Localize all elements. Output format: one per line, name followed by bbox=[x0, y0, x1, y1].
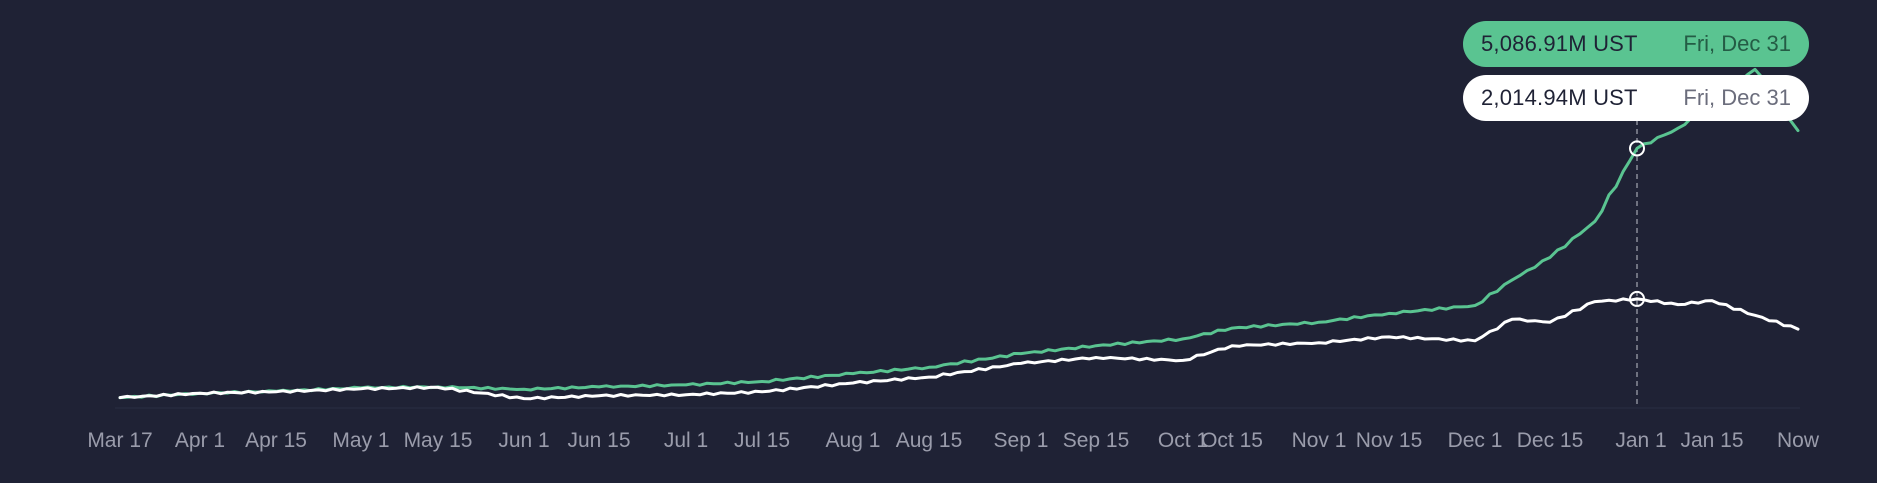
x-tick-label: Jan 15 bbox=[1680, 429, 1743, 452]
highlight-marker-green bbox=[1629, 140, 1645, 157]
tooltip-green-date: Fri, Dec 31 bbox=[1683, 31, 1791, 56]
x-tick-label: Aug 1 bbox=[826, 429, 881, 452]
x-tick-label: Jun 15 bbox=[567, 429, 630, 452]
x-tick-label: Apr 15 bbox=[245, 429, 307, 452]
x-tick-label: Jun 1 bbox=[498, 429, 549, 452]
x-tick-label: Jul 15 bbox=[734, 429, 790, 452]
x-tick-label: Jul 1 bbox=[664, 429, 708, 452]
tooltip-white-series: 2,014.94M UST Fri, Dec 31 bbox=[1463, 75, 1809, 121]
x-tick-label: Apr 1 bbox=[175, 429, 225, 452]
x-tick-label: Nov 15 bbox=[1356, 429, 1423, 452]
x-tick-label: Dec 15 bbox=[1517, 429, 1584, 452]
x-tick-label: Mar 17 bbox=[87, 429, 152, 452]
x-tick-label: Now bbox=[1777, 429, 1820, 452]
x-tick-label: Jan 1 bbox=[1615, 429, 1666, 452]
tooltip-green-series: 5,086.91M UST Fri, Dec 31 bbox=[1463, 21, 1809, 67]
x-tick-label: Sep 1 bbox=[994, 429, 1049, 452]
highlight-marker-white bbox=[1629, 290, 1645, 307]
x-tick-label: Aug 15 bbox=[896, 429, 963, 452]
x-tick-label: Oct 1 bbox=[1158, 429, 1208, 452]
x-tick-label: Sep 15 bbox=[1063, 429, 1130, 452]
series-line-white bbox=[118, 297, 1800, 401]
x-tick-label: Oct 15 bbox=[1201, 429, 1263, 452]
tooltip-white-date: Fri, Dec 31 bbox=[1683, 85, 1791, 110]
x-tick-label: Dec 1 bbox=[1448, 429, 1503, 452]
tooltip-white-value: 2,014.94M UST bbox=[1481, 85, 1638, 110]
x-tick-label: May 15 bbox=[404, 429, 473, 452]
x-tick-label: Nov 1 bbox=[1292, 429, 1347, 452]
x-tick-label: May 1 bbox=[332, 429, 389, 452]
tooltip-green-value: 5,086.91M UST bbox=[1481, 31, 1638, 56]
